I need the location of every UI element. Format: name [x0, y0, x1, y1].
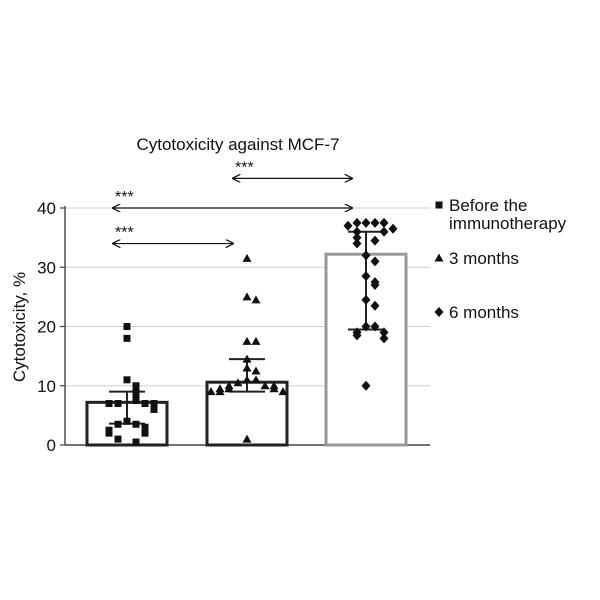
data-point: [150, 405, 158, 413]
data-point: [361, 271, 371, 282]
data-point: [260, 381, 270, 390]
data-point: [379, 217, 389, 228]
data-point: [114, 400, 122, 408]
significance-label: ***: [235, 159, 254, 176]
data-point: [242, 253, 252, 262]
data-point: [242, 336, 252, 345]
data-point: [379, 327, 389, 338]
data-point: [123, 334, 131, 342]
data-point: [132, 388, 140, 396]
y-tick-label: 40: [37, 199, 56, 218]
data-point: [242, 292, 252, 301]
bar: [324, 252, 408, 447]
data-point: [206, 387, 216, 396]
data-point: [361, 380, 371, 391]
data-point: [123, 417, 131, 425]
significance-label: ***: [115, 189, 134, 206]
data-point: [370, 280, 380, 291]
data-point: [361, 217, 371, 228]
data-point: [379, 226, 389, 237]
data-point: [132, 438, 140, 446]
data-point: [141, 429, 149, 437]
y-axis-label: Cytotoxicity, %: [10, 272, 29, 382]
data-point: [361, 294, 371, 305]
data-point: [370, 256, 380, 267]
data-point: [114, 435, 122, 443]
data-point: [105, 400, 113, 408]
data-point: [352, 238, 362, 249]
legend-label: Before the: [449, 196, 527, 215]
data-point: [242, 375, 252, 384]
y-tick-label: 30: [37, 258, 56, 277]
data-point: [269, 384, 279, 393]
data-point: [141, 400, 149, 408]
data-point: [370, 235, 380, 246]
legend-marker: [435, 201, 443, 209]
data-point: [361, 321, 371, 332]
data-point: [242, 354, 252, 363]
data-point: [251, 366, 261, 375]
legend-label: 6 months: [449, 303, 519, 322]
y-tick-label: 10: [37, 377, 56, 396]
data-point: [379, 333, 389, 344]
data-point: [132, 420, 140, 428]
plot-area: 0 10 20 30 40 *** *** ***: [37, 159, 430, 455]
data-point: [251, 295, 261, 304]
significance-label: ***: [115, 225, 134, 242]
data-point: [352, 330, 362, 341]
data-point: [114, 420, 122, 428]
data-point: [132, 382, 140, 390]
data-point: [224, 384, 234, 393]
data-point: [233, 378, 243, 387]
legend-label: immunotherapy: [449, 214, 567, 233]
data-point: [215, 387, 225, 396]
data-point: [123, 323, 131, 330]
data-point: [352, 226, 362, 237]
data-point: [105, 429, 113, 437]
chart-title: Cytotoxicity against MCF-7: [136, 135, 339, 154]
legend-marker: [434, 253, 444, 262]
data-point: [242, 434, 252, 443]
data-point: [132, 397, 140, 405]
legend-label: 3 months: [449, 249, 519, 268]
data-point: [352, 232, 362, 243]
data-point: [278, 387, 288, 396]
y-tick-label: 20: [37, 318, 56, 337]
data-point: [388, 223, 398, 234]
data-point: [352, 217, 362, 228]
data-point: [370, 300, 380, 311]
data-point: [242, 363, 252, 372]
data-point: [123, 376, 131, 384]
data-point: [343, 220, 353, 231]
data-point: [251, 375, 261, 384]
legend-marker: [434, 307, 444, 317]
data-point: [251, 336, 261, 345]
data-point: [370, 217, 380, 228]
data-point: [370, 321, 380, 332]
data-point: [361, 250, 371, 261]
y-tick-label: 0: [47, 436, 56, 455]
